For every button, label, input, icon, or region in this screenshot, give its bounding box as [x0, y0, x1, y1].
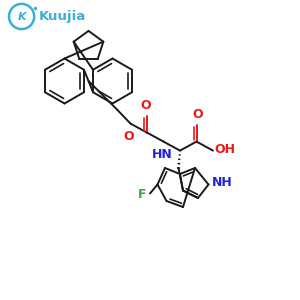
Text: K: K	[17, 11, 26, 22]
Text: O: O	[124, 130, 134, 142]
Text: F: F	[138, 188, 146, 202]
Text: HN: HN	[152, 148, 172, 161]
Text: NH: NH	[212, 176, 233, 190]
Text: Kuujia: Kuujia	[38, 10, 86, 23]
Text: OH: OH	[214, 142, 236, 156]
Text: O: O	[193, 108, 203, 121]
Text: O: O	[140, 99, 151, 112]
